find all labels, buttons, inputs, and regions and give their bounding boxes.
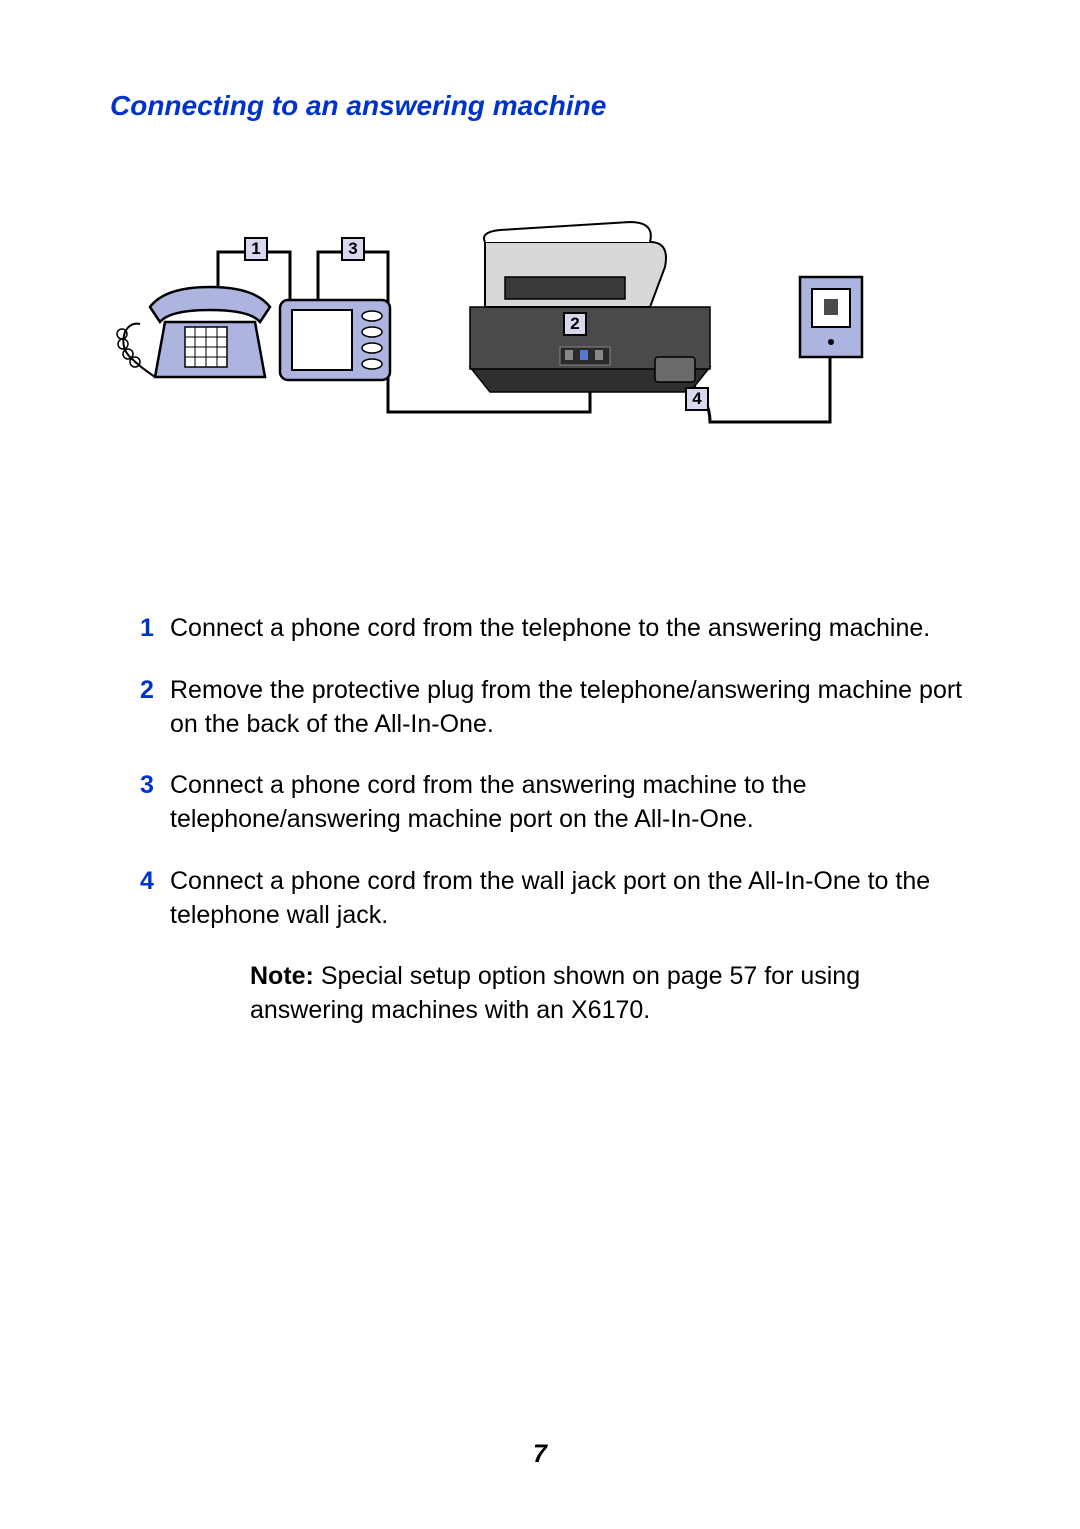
step-item: 1 Connect a phone cord from the telephon… <box>140 612 970 646</box>
wall-jack-icon <box>800 277 862 357</box>
step-item: 3 Connect a phone cord from the answerin… <box>140 769 970 837</box>
page-number: 7 <box>0 1440 1080 1469</box>
diagram-svg <box>110 182 970 522</box>
diagram-marker-3: 3 <box>341 237 365 261</box>
step-text: Connect a phone cord from the telephone … <box>170 612 930 646</box>
section-title: Connecting to an answering machine <box>110 90 970 122</box>
step-text: Connect a phone cord from the answering … <box>170 769 970 837</box>
step-number: 3 <box>140 771 170 800</box>
telephone-icon <box>117 287 270 377</box>
document-page: Connecting to an answering machine <box>0 0 1080 1529</box>
diagram-marker-2: 2 <box>563 312 587 336</box>
diagram-marker-1: 1 <box>244 237 268 261</box>
step-number: 4 <box>140 867 170 896</box>
printer-icon <box>470 222 710 392</box>
note-text: Special setup option shown on page 57 fo… <box>250 962 860 1024</box>
step-text: Remove the protective plug from the tele… <box>170 674 970 742</box>
note-label: Note: <box>250 962 314 990</box>
step-item: 2 Remove the protective plug from the te… <box>140 674 970 742</box>
instruction-list: 1 Connect a phone cord from the telephon… <box>140 612 970 1028</box>
step-text: Connect a phone cord from the wall jack … <box>170 865 970 933</box>
diagram-marker-4: 4 <box>685 387 709 411</box>
note-block: Note: Special setup option shown on page… <box>250 960 970 1028</box>
step-number: 2 <box>140 676 170 705</box>
connection-diagram: 1 3 2 4 <box>110 182 970 522</box>
step-item: 4 Connect a phone cord from the wall jac… <box>140 865 970 933</box>
step-number: 1 <box>140 614 170 643</box>
answering-machine-icon <box>280 300 390 380</box>
